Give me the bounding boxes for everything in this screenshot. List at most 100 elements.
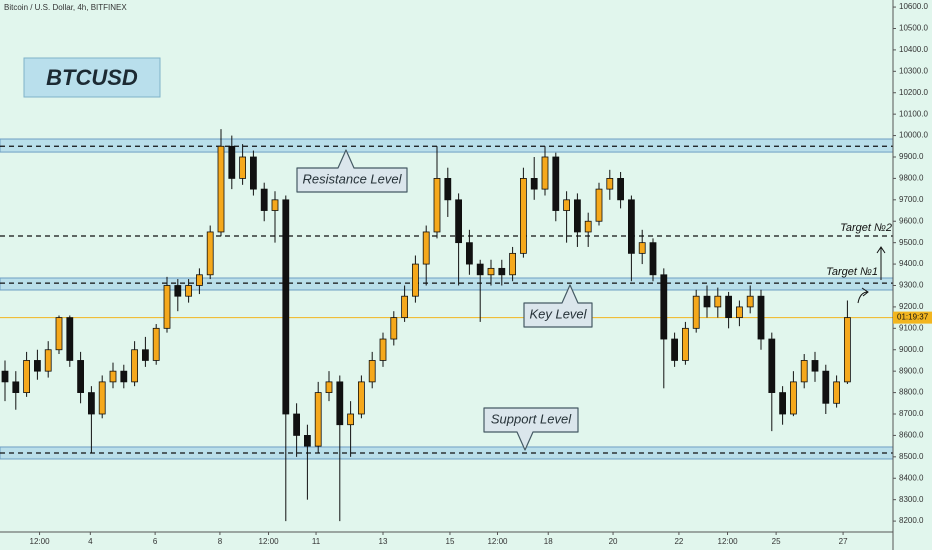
x-tick-label: 12:00	[259, 537, 280, 546]
candle-body	[217, 145, 225, 233]
symbol-box	[23, 57, 161, 98]
candle-body	[379, 338, 387, 361]
x-tick-label: 8	[218, 537, 223, 546]
candle-body	[671, 338, 678, 361]
candle-body	[390, 317, 398, 340]
candle-body	[660, 274, 668, 340]
candle-body	[703, 295, 711, 308]
target-label: Target №1	[826, 266, 878, 278]
y-tick-label: 10000.0	[899, 131, 928, 140]
candle-body	[260, 188, 268, 211]
annotation: Support Level	[491, 411, 572, 426]
y-tick-label: 10400.0	[899, 45, 928, 54]
x-tick-label: 4	[88, 537, 93, 546]
candle-body	[530, 178, 538, 190]
candle-body	[487, 267, 495, 276]
x-tick-label: 12:00	[30, 537, 51, 546]
candle-body	[725, 295, 732, 319]
candle-body	[790, 381, 797, 415]
y-tick-label: 10200.0	[899, 88, 928, 97]
candle-body	[77, 360, 84, 393]
candle-body	[541, 156, 549, 190]
candle-body	[455, 199, 463, 244]
y-tick-label: 9000.0	[899, 345, 924, 354]
candle-body	[314, 392, 322, 447]
candle-body	[23, 360, 31, 393]
candle-body	[12, 381, 20, 393]
y-tick-label: 9900.0	[899, 152, 924, 161]
price-tag	[893, 311, 932, 324]
candle-body	[271, 199, 279, 211]
candle-body	[476, 263, 484, 276]
arrow	[857, 287, 869, 304]
callout	[296, 149, 408, 193]
candle-body	[736, 306, 743, 319]
candle-body	[401, 295, 409, 319]
candle-body	[282, 199, 290, 415]
candle-body	[692, 295, 700, 329]
zone	[0, 138, 894, 153]
candle-body	[55, 317, 63, 351]
candle-body	[444, 178, 452, 201]
candle-body	[649, 242, 657, 276]
y-tick-label: 9200.0	[899, 302, 924, 311]
candle-body	[833, 381, 840, 404]
candle-body	[768, 338, 776, 393]
candle-body	[357, 381, 365, 415]
y-tick-label: 8400.0	[899, 473, 924, 482]
y-tick-label: 8200.0	[899, 516, 924, 525]
y-tick-label: 10600.0	[899, 2, 928, 11]
candle-body	[174, 285, 182, 297]
candle-body	[509, 252, 517, 276]
candle-body	[303, 435, 311, 447]
candle-body	[120, 370, 128, 383]
candle-body	[325, 381, 333, 393]
candle-body	[163, 285, 171, 329]
arrow	[876, 246, 886, 280]
candle-body	[141, 349, 149, 361]
y-tick-label: 9500.0	[899, 238, 924, 247]
candle-body	[800, 360, 808, 383]
y-tick-label: 9800.0	[899, 174, 924, 183]
y-tick-label: 10300.0	[899, 66, 928, 75]
callout	[483, 407, 579, 451]
candle-body	[563, 199, 570, 211]
y-tick-label: 8500.0	[899, 452, 924, 461]
candle-body	[595, 188, 603, 222]
y-tick-label: 10100.0	[899, 109, 928, 118]
x-tick-label: 15	[446, 537, 455, 546]
zone	[0, 277, 894, 291]
candle-body	[638, 242, 646, 254]
price-tag-label: 01:19:37	[897, 313, 929, 322]
candle-body	[195, 274, 203, 286]
candle-body	[206, 231, 214, 276]
y-tick-label: 9300.0	[899, 281, 924, 290]
candle-body	[34, 360, 41, 372]
candle-body	[682, 327, 689, 361]
candle-body	[368, 360, 376, 383]
candle-body	[422, 231, 430, 265]
symbol-label: BTCUSD	[46, 65, 138, 90]
y-tick-label: 8700.0	[899, 409, 924, 418]
candle-body	[844, 317, 851, 383]
callout	[523, 284, 593, 328]
candle-body	[109, 370, 117, 383]
candle-body	[228, 145, 236, 179]
candle-body	[336, 381, 344, 426]
y-tick-label: 8300.0	[899, 495, 924, 504]
y-tick-label: 8600.0	[899, 431, 924, 440]
candle-body	[98, 381, 106, 415]
candle-body	[606, 178, 614, 190]
candle-body	[433, 178, 441, 233]
candle-body	[617, 178, 624, 201]
overlay: Resistance Level Key Level Support Level Ta…	[296, 149, 892, 451]
candle-body	[746, 295, 754, 308]
candle-body	[757, 295, 765, 340]
candle-body	[498, 267, 506, 276]
candle-body	[66, 317, 74, 361]
candle-body	[131, 349, 139, 383]
x-tick-label: 27	[839, 537, 848, 546]
x-tick-label: 12:00	[487, 537, 508, 546]
